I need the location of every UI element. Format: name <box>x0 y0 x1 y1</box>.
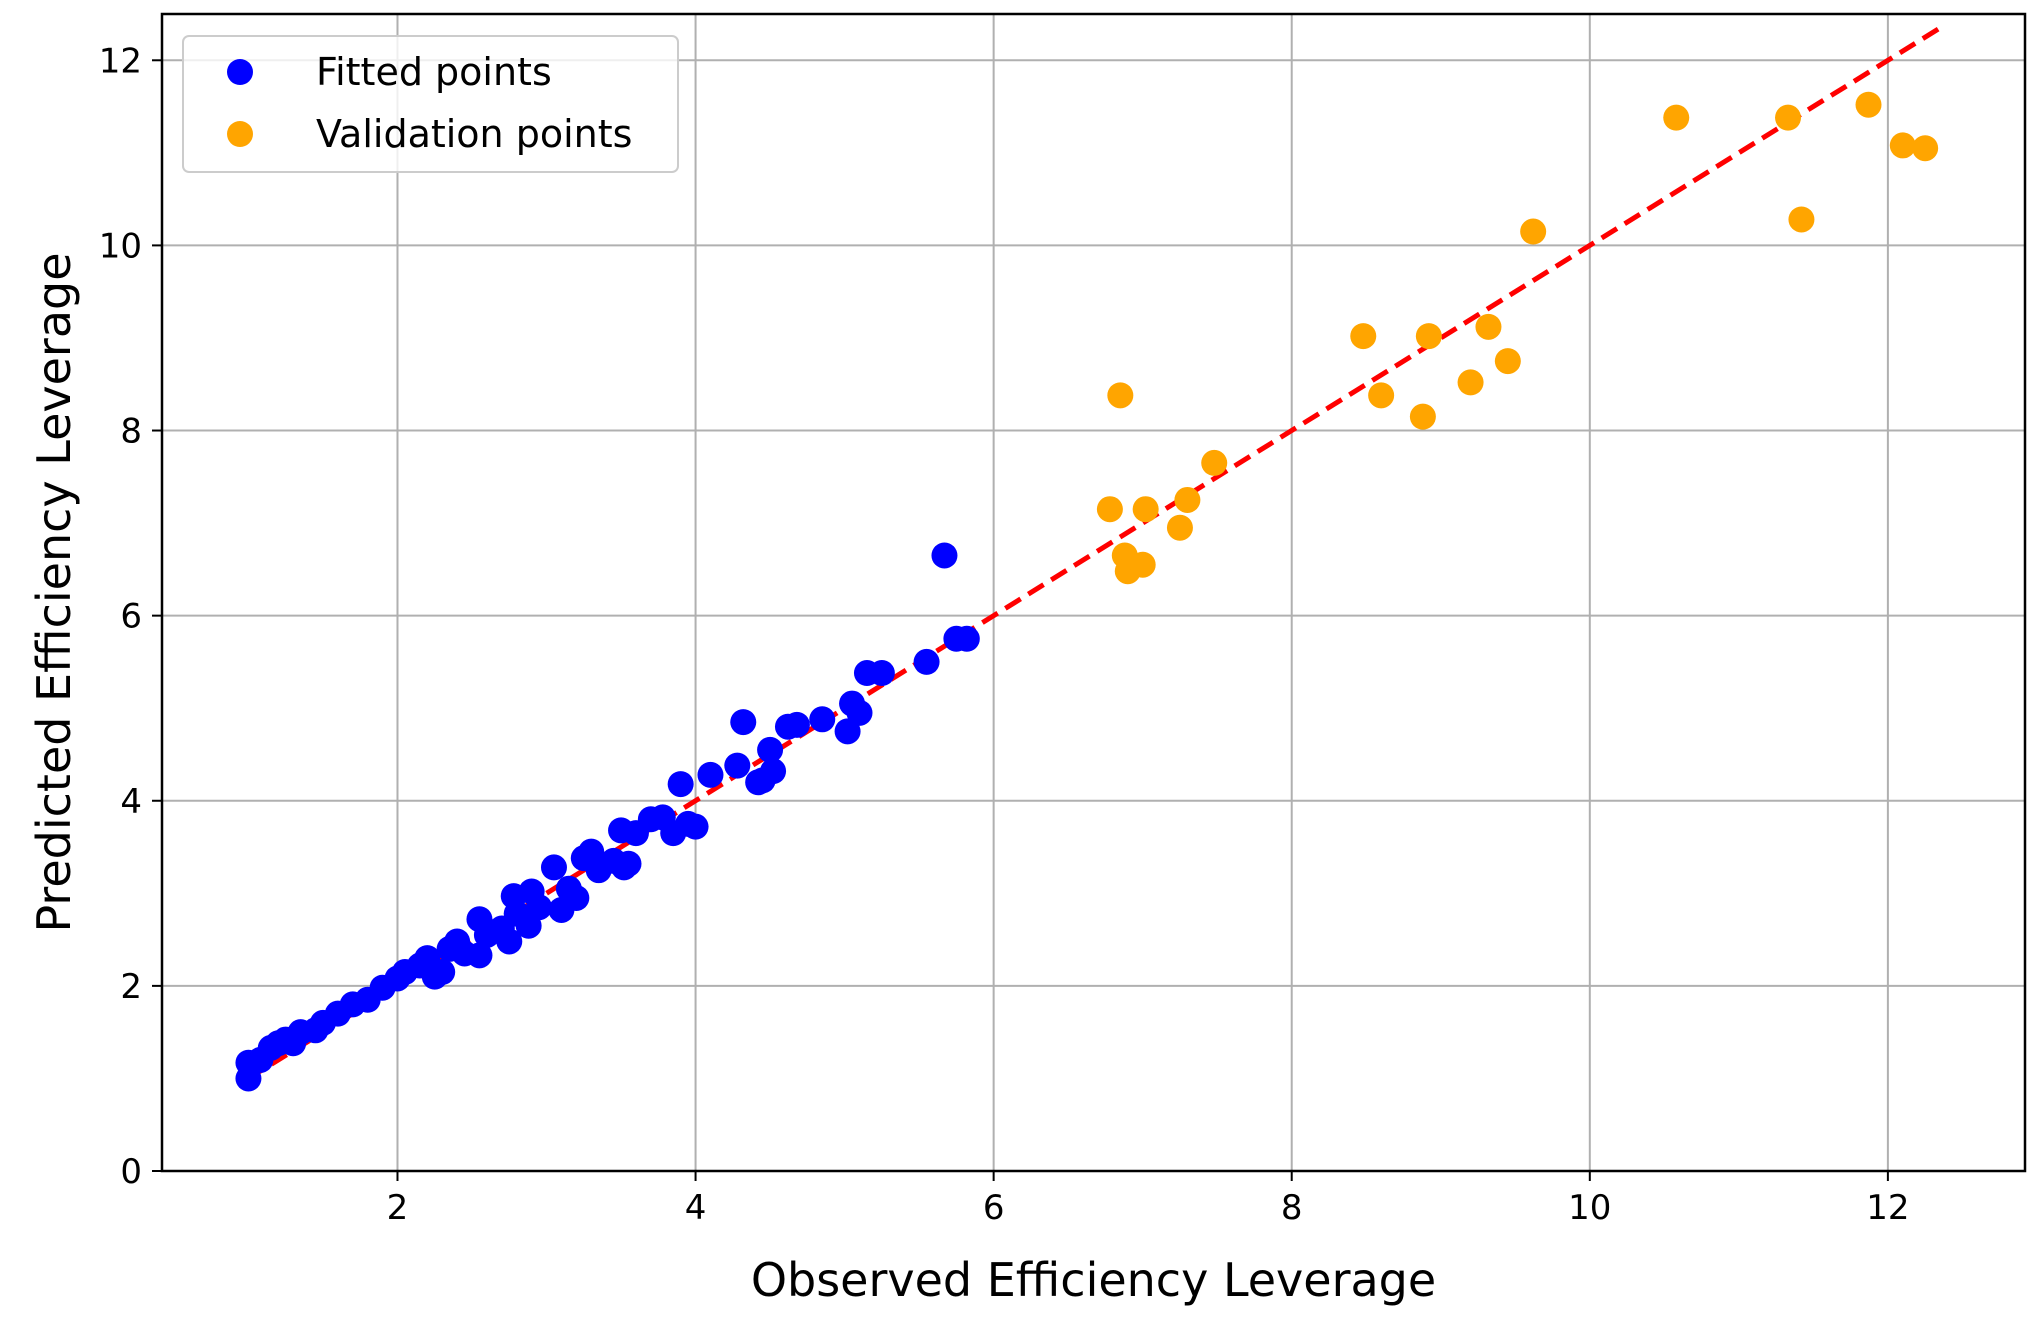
x-tick-label: 4 <box>685 1188 707 1228</box>
y-tick-label: 2 <box>120 967 142 1007</box>
plot-frame <box>160 12 2027 1173</box>
fitted-point <box>615 850 642 877</box>
legend-marker-fitted <box>227 59 253 85</box>
validation-point <box>1096 496 1123 523</box>
y-tick-label: 6 <box>120 597 142 637</box>
validation-point <box>1350 323 1377 350</box>
fitted-point <box>496 928 523 955</box>
x-tick-label: 12 <box>1866 1188 1909 1228</box>
validation-point <box>1775 104 1802 131</box>
x-tick-label: 2 <box>387 1188 409 1228</box>
data-points <box>235 91 1939 1092</box>
validation-point <box>1107 382 1134 409</box>
validation-point <box>1409 403 1436 430</box>
y-axis-label: Predicted Efficiency Leverage <box>27 252 81 932</box>
validation-point <box>1174 486 1201 513</box>
legend-label-fitted: Fitted points <box>316 50 552 94</box>
fitted-point <box>466 942 493 969</box>
fitted-point <box>757 736 784 763</box>
fitted-point <box>809 706 836 733</box>
legend-label-validation: Validation points <box>316 112 632 156</box>
fitted-point <box>730 709 757 736</box>
x-tick-label: 10 <box>1568 1188 1611 1228</box>
validation-point <box>1912 135 1939 162</box>
y-tick-label: 4 <box>120 782 142 822</box>
validation-point <box>1415 323 1442 350</box>
fitted-point <box>846 699 873 726</box>
validation-point <box>1166 514 1193 541</box>
fitted-point <box>868 660 895 687</box>
fitted-point <box>834 718 861 745</box>
x-tick-label: 8 <box>1281 1188 1303 1228</box>
fitted-point <box>931 542 958 569</box>
fitted-point <box>667 771 694 798</box>
fitted-point <box>760 758 787 785</box>
fitted-point <box>429 958 456 985</box>
validation-point <box>1368 382 1395 409</box>
fitted-point <box>697 761 724 788</box>
x-tick-label: 6 <box>983 1188 1005 1228</box>
grid <box>162 14 2025 1172</box>
series-validation-points <box>1096 91 1939 585</box>
validation-point <box>1201 449 1228 476</box>
y-tick-label: 0 <box>120 1152 142 1192</box>
fitted-point <box>526 894 553 921</box>
fitted-point <box>724 752 751 779</box>
fitted-point <box>540 854 567 881</box>
fitted-point <box>563 884 590 911</box>
validation-point <box>1132 496 1159 523</box>
validation-point <box>1855 91 1882 118</box>
y-tick-label: 8 <box>120 412 142 452</box>
fitted-point <box>913 648 940 675</box>
legend: Fitted points Validation points <box>182 35 679 173</box>
validation-point <box>1457 369 1484 396</box>
validation-point <box>1663 104 1690 131</box>
x-axis-label: Observed Efficiency Leverage <box>751 1253 1436 1307</box>
validation-point <box>1494 348 1521 375</box>
validation-point <box>1889 132 1916 159</box>
y-tick-label: 10 <box>99 226 142 266</box>
axis-ticks: 2 4 6 8 10 12 0 2 4 6 8 10 12 <box>99 41 1910 1228</box>
fitted-point <box>783 711 810 738</box>
legend-marker-validation <box>227 121 253 147</box>
fitted-point <box>682 813 709 840</box>
validation-point <box>1475 313 1502 340</box>
validation-point <box>1129 551 1156 578</box>
series-fitted-points <box>235 542 980 1092</box>
validation-point <box>1520 218 1547 245</box>
y-tick-label: 12 <box>99 41 142 81</box>
fitted-point <box>953 625 980 652</box>
validation-point <box>1788 206 1815 233</box>
legend-box <box>182 35 679 173</box>
